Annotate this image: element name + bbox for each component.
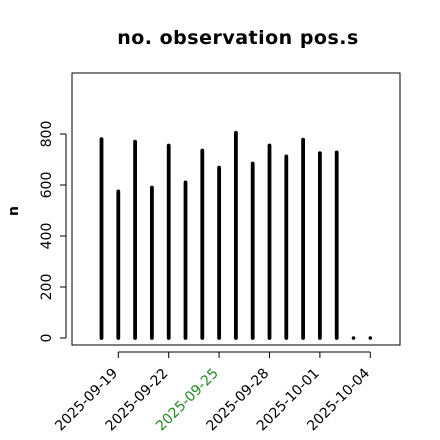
bar-zero-point	[368, 336, 373, 340]
y-tick-label: 200	[39, 274, 55, 301]
x-axis: 2025-09-192025-09-222025-09-252025-09-28…	[52, 351, 373, 434]
bar-zero-point	[351, 336, 356, 340]
y-tick-label: 0	[39, 334, 55, 343]
y-axis: 0 200 400 600 800	[39, 121, 67, 343]
y-tick-label: 800	[39, 121, 55, 148]
plot-frame	[71, 72, 401, 346]
chart-title: no. observation pos.s	[117, 27, 359, 49]
y-tick-label: 400	[39, 223, 55, 250]
y-axis-label: n	[6, 206, 22, 216]
y-tick-label: 600	[39, 172, 55, 199]
bars	[99, 130, 373, 340]
